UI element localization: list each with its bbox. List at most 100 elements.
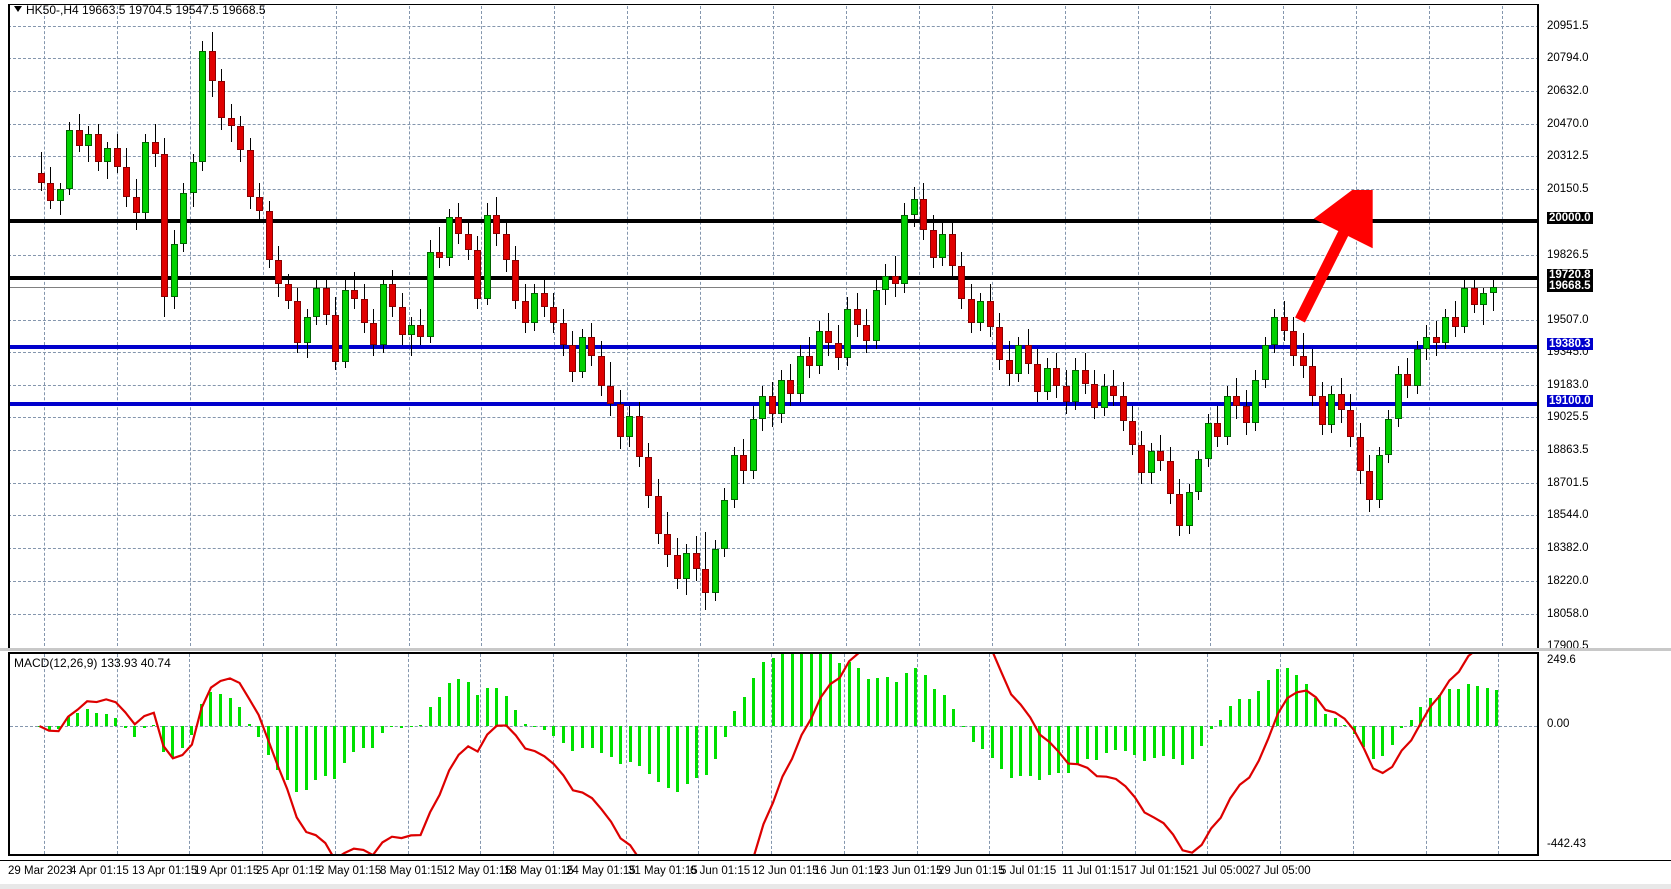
macd-histogram-bar — [838, 662, 842, 727]
macd-histogram-bar — [981, 726, 985, 749]
candle-body — [683, 552, 691, 580]
macd-histogram-bar — [285, 726, 289, 780]
macd-histogram-bar — [1019, 726, 1023, 776]
grid-line-vertical — [625, 654, 627, 854]
candle-wick — [41, 152, 42, 191]
time-tick-label: 31 May 01:15 — [628, 865, 698, 877]
candle-body — [275, 260, 283, 285]
macd-histogram-bar — [914, 668, 918, 727]
candle-body — [768, 396, 776, 415]
macd-histogram-bar — [57, 726, 61, 730]
candle-body — [929, 229, 937, 258]
grid-line-vertical — [407, 654, 409, 854]
macd-histogram-bar — [1257, 690, 1261, 727]
price-tick-label: 20632.0 — [1547, 84, 1589, 97]
candle-body — [208, 50, 216, 82]
price-level-label[interactable]: 20000.0 — [1547, 212, 1593, 225]
macd-axis[interactable]: 249.6 0.00 -442.43 — [1541, 652, 1671, 860]
grid-line-vertical — [116, 6, 118, 646]
panel-separator[interactable] — [0, 648, 1671, 651]
macd-histogram-bar — [1314, 697, 1318, 727]
candle-body — [38, 172, 45, 183]
macd-histogram-bar — [561, 726, 565, 743]
grid-line-vertical — [698, 654, 700, 854]
bottom-scroll-strip[interactable] — [0, 884, 1671, 889]
macd-histogram-bar — [609, 726, 613, 758]
candle-body — [1091, 383, 1099, 409]
price-level-label[interactable]: 19380.3 — [1547, 338, 1593, 351]
candle-wick — [354, 272, 356, 309]
macd-histogram-bar — [1228, 705, 1232, 727]
macd-histogram-bar — [1447, 688, 1451, 727]
candle-body — [1053, 367, 1061, 386]
macd-histogram-bar — [247, 723, 251, 727]
candle-body — [967, 298, 975, 323]
candle-body — [1413, 349, 1421, 386]
macd-histogram-bar — [771, 657, 775, 727]
candle-body — [664, 534, 672, 555]
candle-body — [1110, 385, 1118, 397]
candle-body — [635, 416, 643, 458]
macd-histogram-bar — [819, 654, 823, 727]
macd-histogram-bar — [533, 726, 537, 728]
candle-body — [1318, 396, 1326, 425]
level-line-19720.8[interactable] — [8, 276, 1539, 281]
candle-body — [882, 276, 890, 291]
macd-histogram-bar — [1171, 726, 1175, 760]
candle-body — [702, 568, 710, 594]
candle-body — [1375, 455, 1383, 500]
macd-histogram-bar — [580, 726, 584, 749]
macd-histogram-bar — [1028, 726, 1032, 776]
level-line-19380.3[interactable] — [8, 345, 1539, 350]
candle-body — [436, 251, 444, 258]
macd-tick-label: 249.6 — [1547, 654, 1576, 666]
candle-body — [834, 343, 842, 358]
time-tick-label: 19 Apr 01:15 — [194, 865, 260, 877]
candle-body — [1185, 491, 1193, 527]
candle-body — [825, 331, 833, 344]
price-chart-title: HK50-,H4 19663.5 19704.5 19547.5 19668.5 — [14, 3, 266, 17]
macd-histogram-bar — [942, 695, 946, 727]
price-level-label[interactable]: 19668.5 — [1547, 279, 1593, 292]
candle-body — [1204, 422, 1212, 460]
level-line-19668.5[interactable] — [8, 286, 1539, 288]
time-tick-label: 5 Jul 01:15 — [1000, 865, 1057, 877]
level-line-20000.0[interactable] — [8, 219, 1539, 224]
candle-body — [1034, 363, 1042, 393]
candle-body — [891, 276, 899, 285]
candle-body — [588, 337, 596, 356]
time-tick-label: 21 Jul 05:00 — [1186, 865, 1249, 877]
candle-body — [901, 215, 909, 285]
time-tick-label: 6 Jun 01:15 — [690, 865, 751, 877]
price-tick-label: 19025.5 — [1547, 411, 1589, 424]
macd-histogram-bar — [1238, 698, 1242, 727]
candle-body — [550, 306, 558, 323]
macd-histogram-bar — [1133, 726, 1137, 755]
grid-line-vertical — [554, 6, 556, 646]
grid-line-vertical — [262, 6, 264, 646]
price-level-label[interactable]: 19720.8 — [1547, 269, 1593, 282]
caret-down-icon[interactable] — [14, 6, 22, 12]
candle-body — [1147, 451, 1155, 474]
macd-histogram-bar — [1181, 726, 1185, 766]
price-level-label[interactable]: 19100.0 — [1547, 395, 1593, 408]
price-axis[interactable]: 20951.5 20794.0 20632.0 20470.0 20312.5 20150… — [1541, 0, 1671, 652]
price-plot-area[interactable] — [8, 6, 1539, 646]
candle-body — [759, 396, 766, 419]
candle-body — [1129, 420, 1136, 445]
macd-histogram-bar — [295, 726, 299, 792]
candle-body — [1119, 396, 1127, 421]
macd-plot-area[interactable] — [10, 654, 1537, 854]
price-tick-label: 20312.5 — [1547, 149, 1589, 162]
candle-body — [256, 197, 264, 212]
candle-body — [1062, 385, 1070, 403]
candle-body — [1214, 422, 1222, 437]
macd-histogram-bar — [209, 692, 213, 727]
macd-histogram-bar — [1333, 718, 1337, 727]
macd-histogram-bar — [85, 709, 89, 727]
grid-line-vertical — [627, 6, 629, 646]
candle-body — [1366, 471, 1374, 500]
macd-histogram-bar — [495, 688, 499, 727]
time-axis[interactable]: 29 Mar 2023 4 Apr 01:15 13 Apr 01:15 19 Apr… — [0, 860, 1671, 889]
